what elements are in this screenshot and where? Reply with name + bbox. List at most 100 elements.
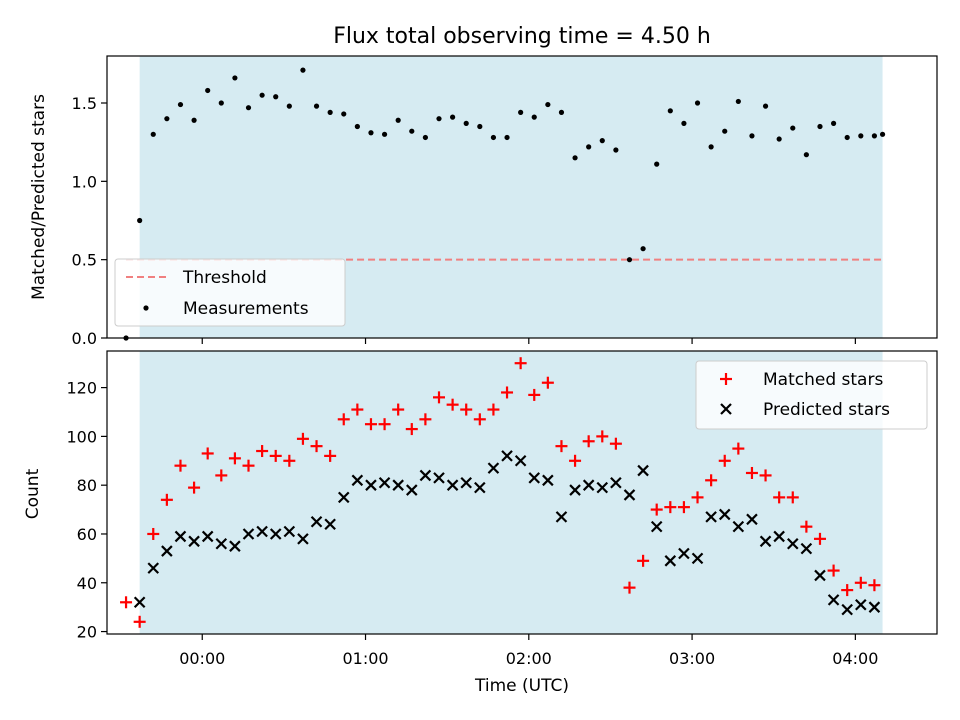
matched-stars-point <box>215 469 228 482</box>
ratio-legend: Threshold Measurements <box>114 258 346 327</box>
matched-stars-point <box>487 403 500 416</box>
predicted-stars-point <box>569 484 581 496</box>
measurement-point <box>830 120 837 126</box>
measurement-point <box>654 161 660 167</box>
matched-stars-point <box>745 466 758 479</box>
matched-stars-point <box>392 403 405 416</box>
x-tick-label: 02:00 <box>506 649 552 668</box>
measurement-point <box>245 105 252 111</box>
measurement-point <box>422 134 428 141</box>
predicted-stars-point <box>133 596 146 609</box>
matched-stars-point <box>201 447 214 460</box>
matched-stars-point <box>296 432 309 445</box>
matched-stars-point <box>405 423 418 436</box>
measurement-point <box>463 120 469 126</box>
predicted-stars-point <box>855 598 867 611</box>
predicted-stars-point <box>365 479 377 491</box>
predicted-stars-point <box>555 511 568 523</box>
predicted-stars-point <box>446 479 459 491</box>
measurement-point <box>286 103 292 109</box>
measurement-point <box>518 109 524 115</box>
matched-stars-point <box>827 564 840 577</box>
predicted-stars-point <box>460 476 472 489</box>
ratio-y-axis-label: Matched/Predicted stars <box>29 94 49 300</box>
measurement-point <box>354 123 360 130</box>
matched-stars-point <box>541 376 554 389</box>
measurement-point <box>613 147 619 153</box>
matched-stars-point <box>800 520 813 533</box>
measurements-legend-label: Measurements <box>183 299 309 319</box>
measurement-point <box>327 109 333 115</box>
measurement-point <box>558 109 565 115</box>
measurement-point <box>436 116 442 122</box>
predicted-stars-point <box>351 474 364 487</box>
measurement-point <box>879 131 886 137</box>
matched-stars-point <box>351 403 364 416</box>
measurement-point <box>858 133 864 139</box>
matched-stars-point <box>133 615 146 628</box>
matched-stars-point <box>310 440 323 453</box>
predicted-stars-point <box>337 491 350 504</box>
measurement-point <box>177 101 184 108</box>
predicted-stars-point <box>501 450 513 462</box>
measurement-point <box>273 94 279 100</box>
measurement-point <box>341 111 347 117</box>
y-tick-label: 40 <box>77 574 97 593</box>
predicted-stars-point <box>215 537 228 550</box>
measurement-point <box>790 125 796 131</box>
measurement-point <box>586 144 592 150</box>
measurement-point <box>708 144 714 150</box>
count-plot-frame <box>106 350 938 635</box>
count-legend: Matched stars Predicted stars <box>695 360 928 430</box>
matched-stars-point <box>147 527 160 540</box>
matched-stars-point <box>283 454 296 467</box>
predicted-legend-swatch <box>720 403 732 415</box>
predicted-stars-point <box>201 530 214 543</box>
measurement-point <box>504 134 510 141</box>
measurement-point <box>191 117 197 123</box>
matched-stars-point <box>473 413 486 426</box>
x-tick-label: 03:00 <box>669 649 715 668</box>
matched-stars-point <box>773 491 786 504</box>
y-tick-label: 60 <box>77 525 97 544</box>
measurements-legend-swatch <box>143 305 149 311</box>
predicted-stars-point <box>746 513 758 526</box>
matched-stars-point <box>378 418 391 431</box>
matched-stars-point <box>174 459 187 472</box>
predicted-stars-point <box>800 542 813 555</box>
y-tick-label: 1.0 <box>72 172 97 191</box>
matched-stars-point <box>120 596 133 609</box>
predicted-stars-point <box>691 552 704 565</box>
predicted-stars-point <box>596 481 609 494</box>
matched-stars-point <box>596 430 609 443</box>
predicted-stars-point <box>705 511 717 523</box>
measurement-point <box>450 114 456 120</box>
matched-stars-point <box>364 418 377 431</box>
matched-stars-point <box>256 445 269 458</box>
predicted-stars-point <box>406 484 418 496</box>
predicted-stars-point <box>161 545 173 557</box>
matched-legend-swatch <box>720 373 732 385</box>
measurement-point <box>817 123 823 130</box>
x-tick-label: 04:00 <box>832 649 878 668</box>
predicted-stars-point <box>174 530 187 543</box>
matched-stars-point <box>759 469 772 482</box>
measurement-point <box>368 130 374 136</box>
predicted-stars-point <box>637 464 649 477</box>
measurement-point <box>164 116 170 122</box>
matched-stars-point <box>609 437 622 450</box>
predicted-stars-point <box>841 603 853 616</box>
predicted-stars-point <box>786 537 799 550</box>
predicted-stars-point <box>623 489 636 501</box>
measurement-point <box>735 98 741 105</box>
y-tick-label: 0.0 <box>72 329 97 348</box>
matched-stars-point <box>460 403 473 416</box>
measurement-point <box>313 103 320 109</box>
predicted-stars-point <box>283 525 296 538</box>
y-tick-label: 80 <box>77 476 97 495</box>
measurement-point <box>599 138 605 144</box>
measurement-point <box>150 131 156 137</box>
measurement-point <box>395 117 401 123</box>
predicted-stars-point <box>147 562 160 574</box>
